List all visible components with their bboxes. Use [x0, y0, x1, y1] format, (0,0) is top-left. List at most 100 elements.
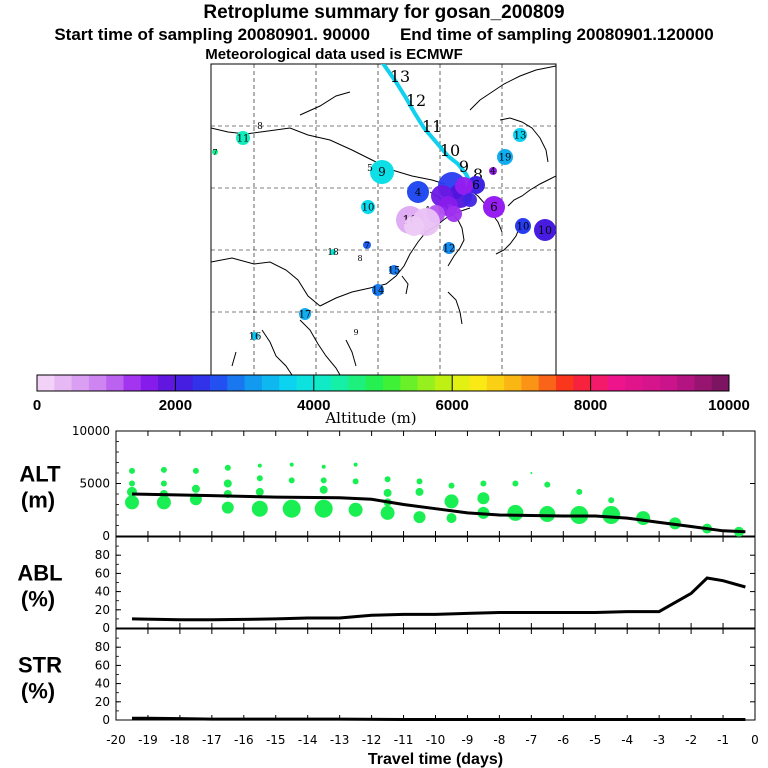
- colorbar-cell: [244, 375, 263, 391]
- plume-marker-label: 10: [517, 222, 530, 233]
- plume-marker-label: 9: [378, 165, 386, 179]
- particle-dot: [348, 502, 363, 517]
- x-tick-label: -4: [621, 733, 633, 747]
- plume-marker-label: 7: [364, 241, 369, 250]
- plume-marker-label: 19: [499, 153, 512, 164]
- start-time-label: Start time of sampling 20080901. 90000: [54, 25, 370, 44]
- track-labels: 13 12 11 109 8: [390, 67, 483, 184]
- plume-marker-dot: [497, 149, 513, 165]
- plume-marker-label: 4: [415, 188, 421, 199]
- colorbar-cell: [54, 375, 72, 391]
- particle-dot: [314, 499, 333, 518]
- particle-dot: [321, 464, 326, 469]
- x-tick-label: -6: [557, 733, 569, 747]
- particle-dot: [507, 504, 524, 521]
- colorbar-cell: [348, 375, 367, 391]
- plume-marker-label: 14: [372, 286, 385, 297]
- colorbar-cell: [417, 375, 436, 391]
- particle-dot: [288, 477, 295, 484]
- plume-marker-label: 15: [388, 266, 401, 277]
- x-tick-label: -18: [170, 733, 190, 747]
- particle-dot: [384, 476, 391, 483]
- particle-dot: [602, 506, 621, 524]
- str-panel: 80 60 40 20 0 STR(%): [18, 628, 756, 727]
- y-tick-label: 10000: [72, 424, 110, 438]
- colorbar-cell: [365, 375, 384, 391]
- plume-marker-label: 17: [299, 310, 312, 321]
- x-tick-label: -19: [138, 733, 158, 747]
- map-frame: [210, 63, 557, 376]
- y-tick-label: 80: [95, 640, 110, 654]
- colorbar-cell: [175, 375, 194, 391]
- series-line: [131, 492, 746, 534]
- plume-marker-dot: [515, 218, 531, 234]
- plume-marker-dot: [534, 219, 556, 241]
- colorbar-cell: [659, 375, 678, 391]
- colorbar-cell: [590, 375, 609, 391]
- y-tick-label: 80: [95, 548, 110, 562]
- particle-dot: [530, 472, 533, 474]
- colorbar-cell: [192, 375, 211, 391]
- plume-marker-dot: [443, 242, 455, 254]
- colorbar-tick-label: 4000: [297, 397, 330, 414]
- x-tick-label: -16: [234, 733, 254, 747]
- plume-marker: 4: [407, 181, 429, 203]
- colorbar-cell: [452, 375, 470, 391]
- plume-marker-dot: [236, 131, 250, 145]
- sampling-times: Start time of sampling 20080901. 90000 En…: [0, 25, 768, 45]
- x-tick-label: -12: [362, 733, 382, 747]
- particle-dot: [446, 513, 457, 524]
- plume-marker-dot: [212, 149, 218, 155]
- plume-marker-dot: [370, 160, 394, 184]
- x-tick-label: -9: [461, 733, 473, 747]
- particle-dot: [477, 492, 490, 505]
- particle-dot: [125, 495, 139, 510]
- x-tick-label: -14: [298, 733, 318, 747]
- particle-dot: [352, 478, 359, 485]
- plume-marker-dot: [363, 241, 371, 249]
- met-data-label: Meteorological data used is ECMWF: [205, 46, 463, 63]
- plume-marker: 7: [363, 241, 371, 250]
- particle-dot: [282, 499, 301, 518]
- particle-dot: [416, 478, 423, 485]
- colorbar-tick-label: 6000: [436, 397, 469, 414]
- x-tick-label: -13: [330, 733, 350, 747]
- colorbar-cell: [123, 375, 142, 391]
- particle-dot: [539, 506, 556, 522]
- colorbar-cell: [607, 375, 626, 391]
- plume-marker-dot: [513, 128, 527, 142]
- y-tick-label: 40: [95, 677, 110, 691]
- particle-dot: [129, 467, 135, 474]
- plume-marker: 9: [353, 328, 358, 337]
- track-label: 10: [440, 141, 460, 160]
- plume-marker-dot: [489, 167, 497, 175]
- x-tick-label: -3: [653, 733, 665, 747]
- colorbar-cell: [261, 375, 280, 391]
- x-tick-label: -7: [525, 733, 537, 747]
- plume-marker: 4: [489, 167, 497, 177]
- colorbar-cell: [677, 375, 695, 391]
- x-tick-label: -10: [426, 733, 446, 747]
- y-tick-label: 5000: [79, 477, 110, 491]
- plume-marker: 18: [327, 248, 339, 258]
- cluster-dot: [446, 206, 462, 222]
- x-tick-label: -15: [266, 733, 286, 747]
- colorbar-cell: [227, 375, 245, 391]
- colorbar-ticks: 0 2000 4000 6000 8000 10000: [33, 375, 750, 414]
- plume-marker: 10: [515, 218, 531, 234]
- panel-ylabel: ALT: [19, 462, 61, 487]
- colorbar-cell: [625, 375, 643, 391]
- panel-frame: [115, 430, 756, 537]
- x-axis-label: Travel time (days): [368, 751, 503, 768]
- particle-dot: [255, 487, 264, 496]
- plume-marker: 13: [513, 128, 527, 142]
- end-time-label: End time of sampling 20080901.120000: [399, 25, 714, 44]
- chart-title: Retroplume summary for gosan_200809: [203, 2, 565, 23]
- plume-marker-dot: [330, 249, 336, 255]
- plume-marker-label: 9: [353, 328, 358, 337]
- plume-marker-label: 16: [249, 332, 262, 343]
- particle-dot: [415, 487, 424, 496]
- colorbar-cell: [71, 375, 90, 391]
- x-tick-label: -2: [685, 733, 697, 747]
